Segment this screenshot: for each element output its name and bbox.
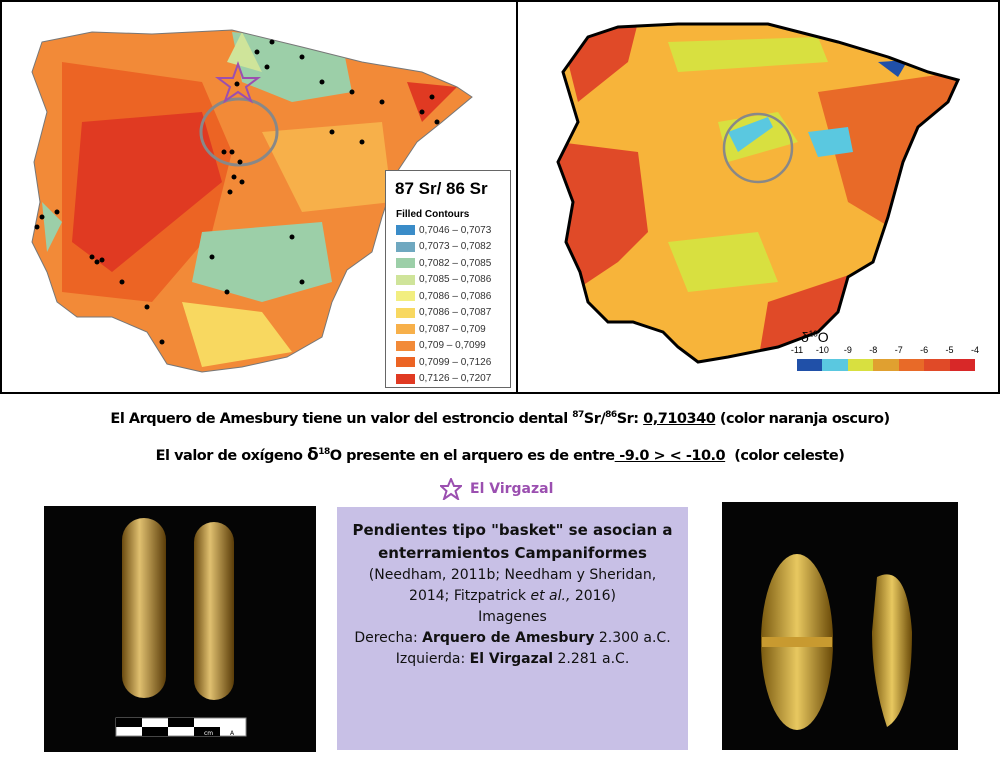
legend-label: 0,709 – 0,7099 <box>419 340 486 352</box>
scale-tick-label: -5 <box>945 345 954 355</box>
scale-tick-label: -4 <box>970 345 980 355</box>
legend-label: 0,7082 – 0,7085 <box>419 257 492 269</box>
amesbury-earrings-photo <box>722 502 958 750</box>
strontium-statement: El Arquero de Amesbury tiene un valor de… <box>110 410 890 427</box>
star-label: El Virgazal <box>470 481 554 497</box>
strontium-legend: 87 Sr/ 86 Sr Filled Contours 0,7046 – 0,… <box>385 170 511 388</box>
scale-tick-label: -11 <box>790 345 804 355</box>
strontium-map-panel: 87 Sr/ 86 Sr Filled Contours 0,7046 – 0,… <box>0 0 518 394</box>
info-left-caption: Izquierda: El Virgazal 2.281 a.C. <box>395 651 630 667</box>
oxygen-scale: δ18O -11 -10 -9 -8 -7 -6 -5 -4 <box>791 329 980 371</box>
legend-label: 0,7086 – 0,7086 <box>419 290 492 302</box>
scale-color-segment <box>924 359 950 371</box>
oxygen-statement: El valor de oxígeno δ18O presente en el … <box>155 445 845 465</box>
info-box: Pendientes tipo "basket" se asocian a en… <box>337 507 688 750</box>
info-right-caption: Derecha: Arquero de Amesbury 2.300 a.C. <box>354 630 671 646</box>
scale-tick-label: -7 <box>894 345 903 355</box>
oxygen-scale-title: δ18O <box>801 329 829 345</box>
strontium-map <box>31 29 473 373</box>
legend-label: 0,7086 – 0,7087 <box>419 307 492 319</box>
scale-color-segment <box>797 359 823 371</box>
legend-swatch <box>396 274 415 285</box>
legend-swatch <box>396 241 415 252</box>
legend-swatch <box>396 357 415 368</box>
highlight-circle <box>722 112 794 184</box>
scale-tick-label: -8 <box>869 345 878 355</box>
star-icon <box>440 478 462 500</box>
scale-bar: 5 cm A <box>115 717 247 737</box>
scale-color-segment <box>822 359 848 371</box>
legend-item: 0,7073 – 0,7082 <box>392 239 504 256</box>
legend-swatch <box>396 340 415 351</box>
scale-tick-label: -6 <box>920 345 929 355</box>
legend-item: 0,709 – 0,7099 <box>392 338 504 355</box>
svg-text:5: 5 <box>156 730 160 737</box>
scale-color-segment <box>949 359 975 371</box>
scale-tick-label: -10 <box>815 345 829 355</box>
highlight-circle <box>199 97 279 167</box>
scale-color-segment <box>847 359 874 371</box>
legend-label: 0,7085 – 0,7086 <box>419 274 492 286</box>
virgazal-earrings-photo: 5 cm A <box>44 506 316 752</box>
legend-item: 0,7087 – 0,709 <box>392 321 504 338</box>
legend-subtitle: Filled Contours <box>396 209 470 220</box>
star-legend: El Virgazal <box>440 478 553 500</box>
legend-item: 0,7086 – 0,7087 <box>392 305 504 322</box>
legend-item: 0,7046 – 0,7073 <box>392 222 504 239</box>
info-references: (Needham, 2011b; Needham y Sheridan, 201… <box>368 567 657 604</box>
legend-swatch <box>396 324 415 335</box>
legend-label: 0,7099 – 0,7126 <box>419 356 492 368</box>
legend-swatch <box>396 225 415 236</box>
info-images-label: Imagenes <box>478 609 547 625</box>
svg-text:A: A <box>230 730 235 737</box>
scale-color-segment <box>873 359 899 371</box>
legend-swatch <box>396 291 415 302</box>
legend-swatch <box>396 307 415 318</box>
scale-color-segment <box>898 359 925 371</box>
legend-label: 0,7126 – 0,7207 <box>419 373 492 385</box>
star-icon <box>215 61 261 104</box>
oxygen-map-panel <box>516 0 1000 394</box>
legend-item: 0,7099 – 0,7126 <box>392 354 504 371</box>
legend-title: 87 Sr/ 86 Sr <box>395 179 488 198</box>
legend-item: 0,7085 – 0,7086 <box>392 272 504 289</box>
scale-tick-label: -9 <box>843 345 852 355</box>
legend-item: 0,7086 – 0,7086 <box>392 288 504 305</box>
legend-item: 0,7082 – 0,7085 <box>392 255 504 272</box>
legend-label: 0,7073 – 0,7082 <box>419 241 492 253</box>
legend-swatch <box>396 258 415 269</box>
svg-text:cm: cm <box>204 730 213 737</box>
info-title: Pendientes tipo "basket" se asocian a en… <box>352 521 673 562</box>
sample-points <box>34 39 440 345</box>
legend-label: 0,7087 – 0,709 <box>419 323 486 335</box>
legend-item: 0,7126 – 0,7207 <box>392 371 504 388</box>
legend-label: 0,7046 – 0,7073 <box>419 224 492 236</box>
legend-swatch <box>396 373 415 384</box>
oxygen-map <box>556 22 960 364</box>
